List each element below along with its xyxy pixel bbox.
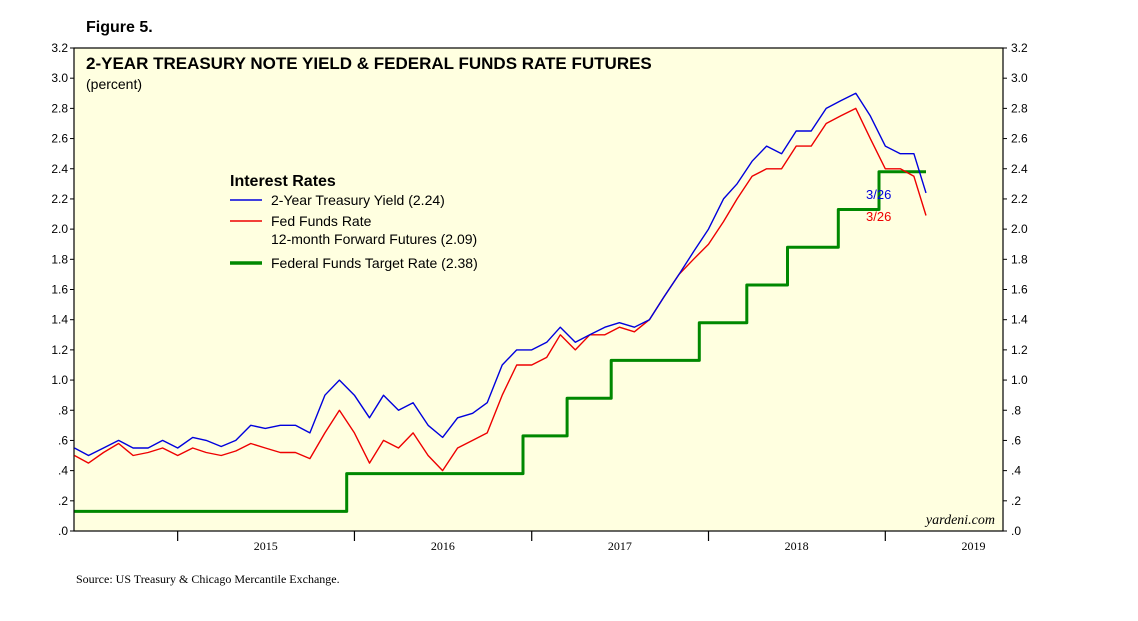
y-tick-label-left: .8 xyxy=(58,403,68,417)
y-tick-label-left: 1.4 xyxy=(51,313,68,327)
y-tick-label-left: .2 xyxy=(58,494,68,508)
y-tick-label-right: 2.8 xyxy=(1011,101,1028,115)
y-tick-label-right: .2 xyxy=(1011,494,1021,508)
legend: Interest Rates 2-Year Treasury Yield (2.… xyxy=(230,173,478,271)
end-label-treasury: 3/26 xyxy=(866,187,891,202)
y-tick-label-left: 1.8 xyxy=(51,252,68,266)
y-tick-label-right: 2.6 xyxy=(1011,132,1028,146)
brand-watermark: yardeni.com xyxy=(924,513,995,528)
x-year-label: 2015 xyxy=(254,539,278,553)
x-year-label: 2018 xyxy=(785,539,809,553)
plot-area xyxy=(73,47,1004,532)
x-year-label: 2017 xyxy=(608,539,632,553)
y-tick-label-left: 1.6 xyxy=(51,283,68,297)
y-tick-label-left: 2.4 xyxy=(51,162,68,176)
y-tick-label-right: 2.2 xyxy=(1011,192,1028,206)
y-tick-label-left: 3.2 xyxy=(51,41,68,55)
y-tick-label-left: 2.6 xyxy=(51,132,68,146)
series-layer xyxy=(74,92,927,513)
y-tick-label-right: 1.8 xyxy=(1011,252,1028,266)
y-tick-label-left: .4 xyxy=(58,464,68,478)
y-axis-left: .0 .2 .4 .6 .8 1.0 1.2 1.4 1.6 1.8 2.0 2.2 2.4 2.6 2.8… xyxy=(51,41,74,538)
series-line-futures xyxy=(74,107,927,472)
chart-title: 2-YEAR TREASURY NOTE YIELD & FEDERAL FUN… xyxy=(86,54,652,73)
y-tick-label-right: 1.2 xyxy=(1011,343,1028,357)
legend-label-target: Federal Funds Target Rate (2.38) xyxy=(271,255,478,271)
x-axis: 2015 2016 2017 2018 2019 xyxy=(177,531,985,553)
y-tick-label-left: 1.0 xyxy=(51,373,68,387)
y-tick-label-right: 2.4 xyxy=(1011,162,1028,176)
legend-label-futures: Fed Funds Rate xyxy=(271,213,372,229)
y-tick-label-right: 2.0 xyxy=(1011,222,1028,236)
y-tick-label-left: .6 xyxy=(58,433,68,447)
series-line-treasury xyxy=(74,92,927,457)
y-tick-label-right: .8 xyxy=(1011,403,1021,417)
legend-title: Interest Rates xyxy=(230,173,336,190)
y-tick-label-right: 1.0 xyxy=(1011,373,1028,387)
y-tick-label-left: 1.2 xyxy=(51,343,68,357)
y-tick-label-left: 2.0 xyxy=(51,222,68,236)
y-tick-label-right: 1.6 xyxy=(1011,283,1028,297)
end-label-futures: 3/26 xyxy=(866,209,891,224)
legend-label-futures-line2: 12-month Forward Futures (2.09) xyxy=(271,231,477,247)
y-tick-label-right: 3.2 xyxy=(1011,41,1028,55)
y-tick-label-right: 1.4 xyxy=(1011,313,1028,327)
source-note: Source: US Treasury & Chicago Mercantile… xyxy=(76,572,340,586)
x-year-label: 2016 xyxy=(431,539,455,553)
chart-subtitle: (percent) xyxy=(86,76,142,92)
y-tick-label-left: 2.8 xyxy=(51,101,68,115)
y-tick-label-left: .0 xyxy=(58,524,68,538)
y-tick-label-left: 2.2 xyxy=(51,192,68,206)
y-tick-label-right: .6 xyxy=(1011,433,1021,447)
legend-label-treasury: 2-Year Treasury Yield (2.24) xyxy=(271,192,445,208)
series-line-target xyxy=(74,170,926,513)
y-tick-label-right: 3.0 xyxy=(1011,71,1028,85)
y-tick-label-right: .0 xyxy=(1011,524,1021,538)
y-axis-right: .0 .2 .4 .6 .8 1.0 1.2 1.4 1.6 1.8 2.0 2.2 2.4 2.6 2.8… xyxy=(1003,41,1028,538)
x-year-label: 2019 xyxy=(961,539,985,553)
y-tick-label-right: .4 xyxy=(1011,464,1021,478)
figure-label: Figure 5. xyxy=(86,19,153,36)
y-tick-label-left: 3.0 xyxy=(51,71,68,85)
